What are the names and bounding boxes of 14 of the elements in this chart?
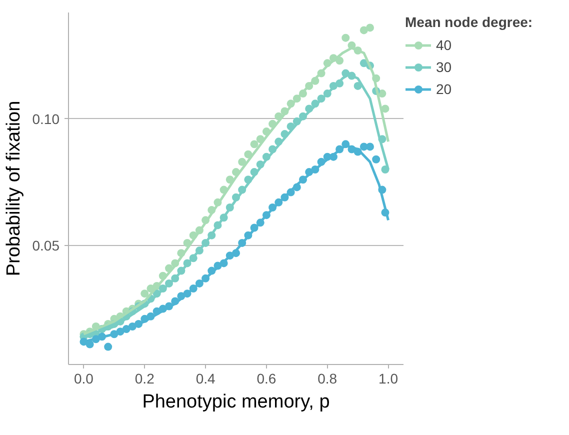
legend-title: Mean node degree:: [405, 14, 533, 30]
x-tick-label: 0.6: [256, 370, 276, 386]
y-tick-label: 0.10: [32, 110, 60, 127]
x-tick-label: 0.4: [196, 370, 216, 386]
legend-label: 40: [436, 37, 453, 53]
x-tick-label: 1.0: [378, 370, 398, 386]
x-tick-label: 0.8: [318, 370, 338, 386]
legend-label: 20: [436, 81, 453, 97]
legend-label: 30: [436, 59, 453, 75]
y-tick-label: 0.05: [32, 237, 60, 254]
y-axis-title: Probability of fixation: [3, 100, 24, 276]
x-tick-label: 0.0: [74, 370, 94, 386]
x-axis-title: Phenotypic memory, p: [142, 392, 330, 412]
x-tick-label: 0.2: [134, 370, 155, 386]
